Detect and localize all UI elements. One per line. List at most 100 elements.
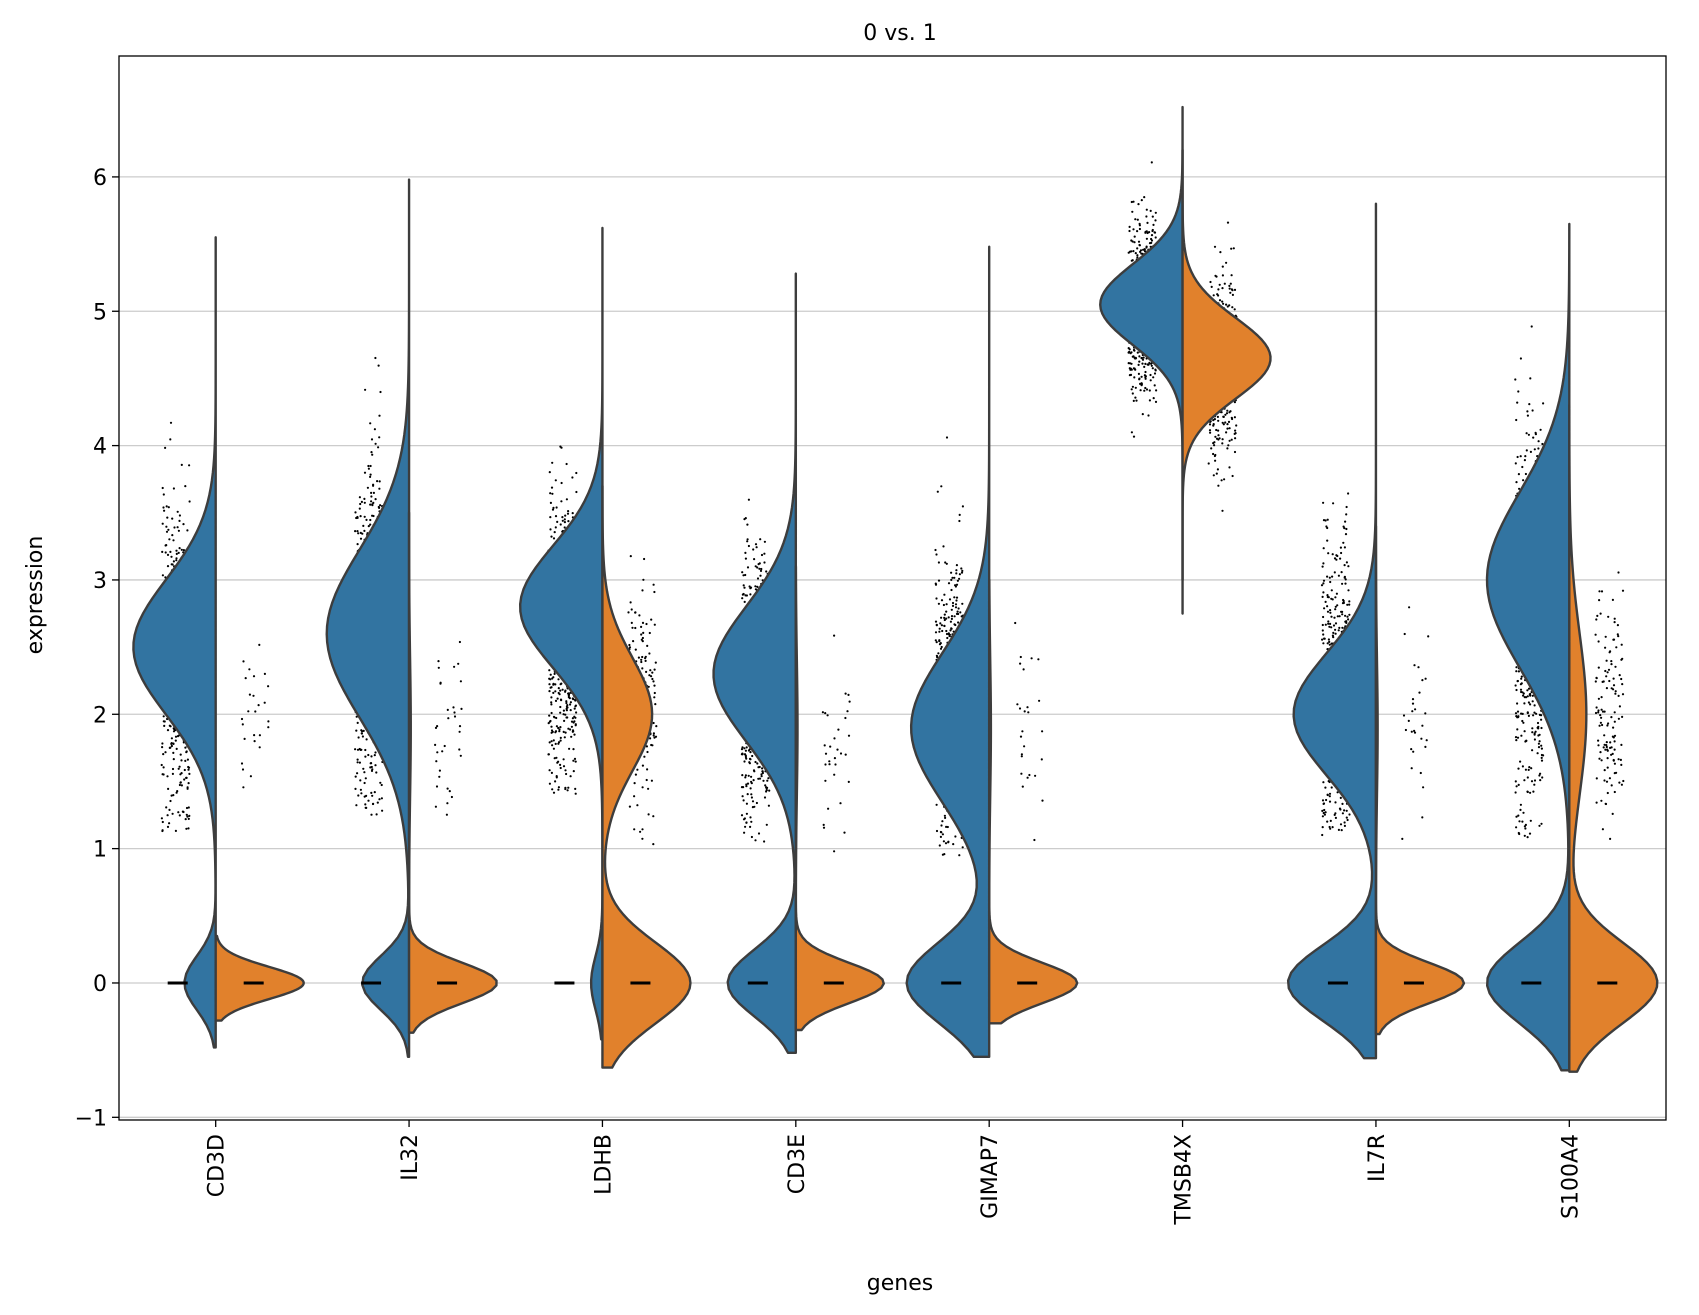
data-point [1133,235,1136,238]
data-point [935,623,938,626]
data-point [957,607,960,610]
data-point [162,753,165,756]
data-point [1208,423,1212,426]
data-point [745,812,749,815]
data-point [1347,565,1350,568]
data-point [1597,711,1600,714]
data-point [757,563,760,566]
data-point [378,480,381,483]
data-point [1136,230,1139,233]
data-point [185,827,188,830]
data-point [240,762,244,765]
data-point [1531,727,1534,730]
data-point [1608,679,1611,683]
data-point [1603,743,1606,746]
data-point [177,551,180,555]
data-point [572,748,575,751]
data-point [649,737,652,740]
data-point [756,762,759,765]
data-point [1137,203,1140,206]
data-point [175,747,178,751]
data-point [934,631,938,634]
data-point [1322,579,1326,582]
data-point [563,526,566,529]
data-point [1327,620,1330,623]
data-point [955,572,958,575]
data-point [1127,347,1130,350]
data-point [754,760,757,764]
data-point [554,780,557,783]
data-point [1333,557,1337,560]
data-point [747,774,750,777]
data-point [247,710,250,713]
data-point [947,616,950,619]
data-point [632,640,635,643]
data-point [562,765,566,768]
data-point [628,805,632,808]
data-point [942,840,946,843]
data-point [258,734,261,737]
data-point [1140,356,1143,360]
data-point [749,758,752,761]
data-point [646,644,649,648]
data-point [356,772,359,775]
data-point [1224,413,1227,416]
data-point [565,700,568,703]
data-point [945,603,948,606]
data-point [949,629,952,632]
data-point [751,800,755,803]
data-point [1621,683,1624,686]
data-point [1520,682,1523,685]
data-point [1221,300,1224,303]
data-point [760,773,763,776]
data-point [560,500,563,503]
data-point [823,744,826,747]
data-point [1533,733,1536,736]
data-point [554,515,558,518]
data-point [185,806,189,810]
data-point [1519,803,1522,806]
data-point [360,500,363,503]
data-point [1328,643,1331,646]
data-point [362,524,365,528]
data-point [647,813,650,816]
data-point [754,565,757,568]
data-point [1595,777,1598,780]
data-point [1138,243,1141,247]
data-point [641,589,644,592]
data-point [565,498,569,501]
data-point [758,567,761,570]
data-point [554,683,557,686]
data-point [1322,501,1325,504]
data-point [254,710,257,713]
data-point [844,716,847,720]
data-point [1322,802,1326,805]
data-point [745,802,749,805]
data-point [553,716,556,719]
data-point [1344,614,1347,617]
data-point [375,813,378,816]
data-point [1322,811,1325,815]
data-point [1143,365,1146,368]
data-point [758,765,761,769]
data-point [629,601,632,604]
data-point [171,812,174,815]
data-point [1346,603,1349,606]
data-point [950,588,953,592]
data-point [360,792,363,795]
data-point [1326,793,1329,797]
data-point [1212,474,1215,477]
data-point [177,811,180,814]
data-point [1344,520,1347,523]
data-point [1522,692,1525,695]
data-point [1139,382,1142,385]
data-point [356,748,360,751]
data-point [747,544,751,548]
data-point [453,715,457,718]
data-point [743,760,746,763]
data-point [744,573,747,577]
data-point [945,610,948,613]
data-point [253,740,256,743]
data-point [459,754,462,757]
data-point [363,501,366,504]
